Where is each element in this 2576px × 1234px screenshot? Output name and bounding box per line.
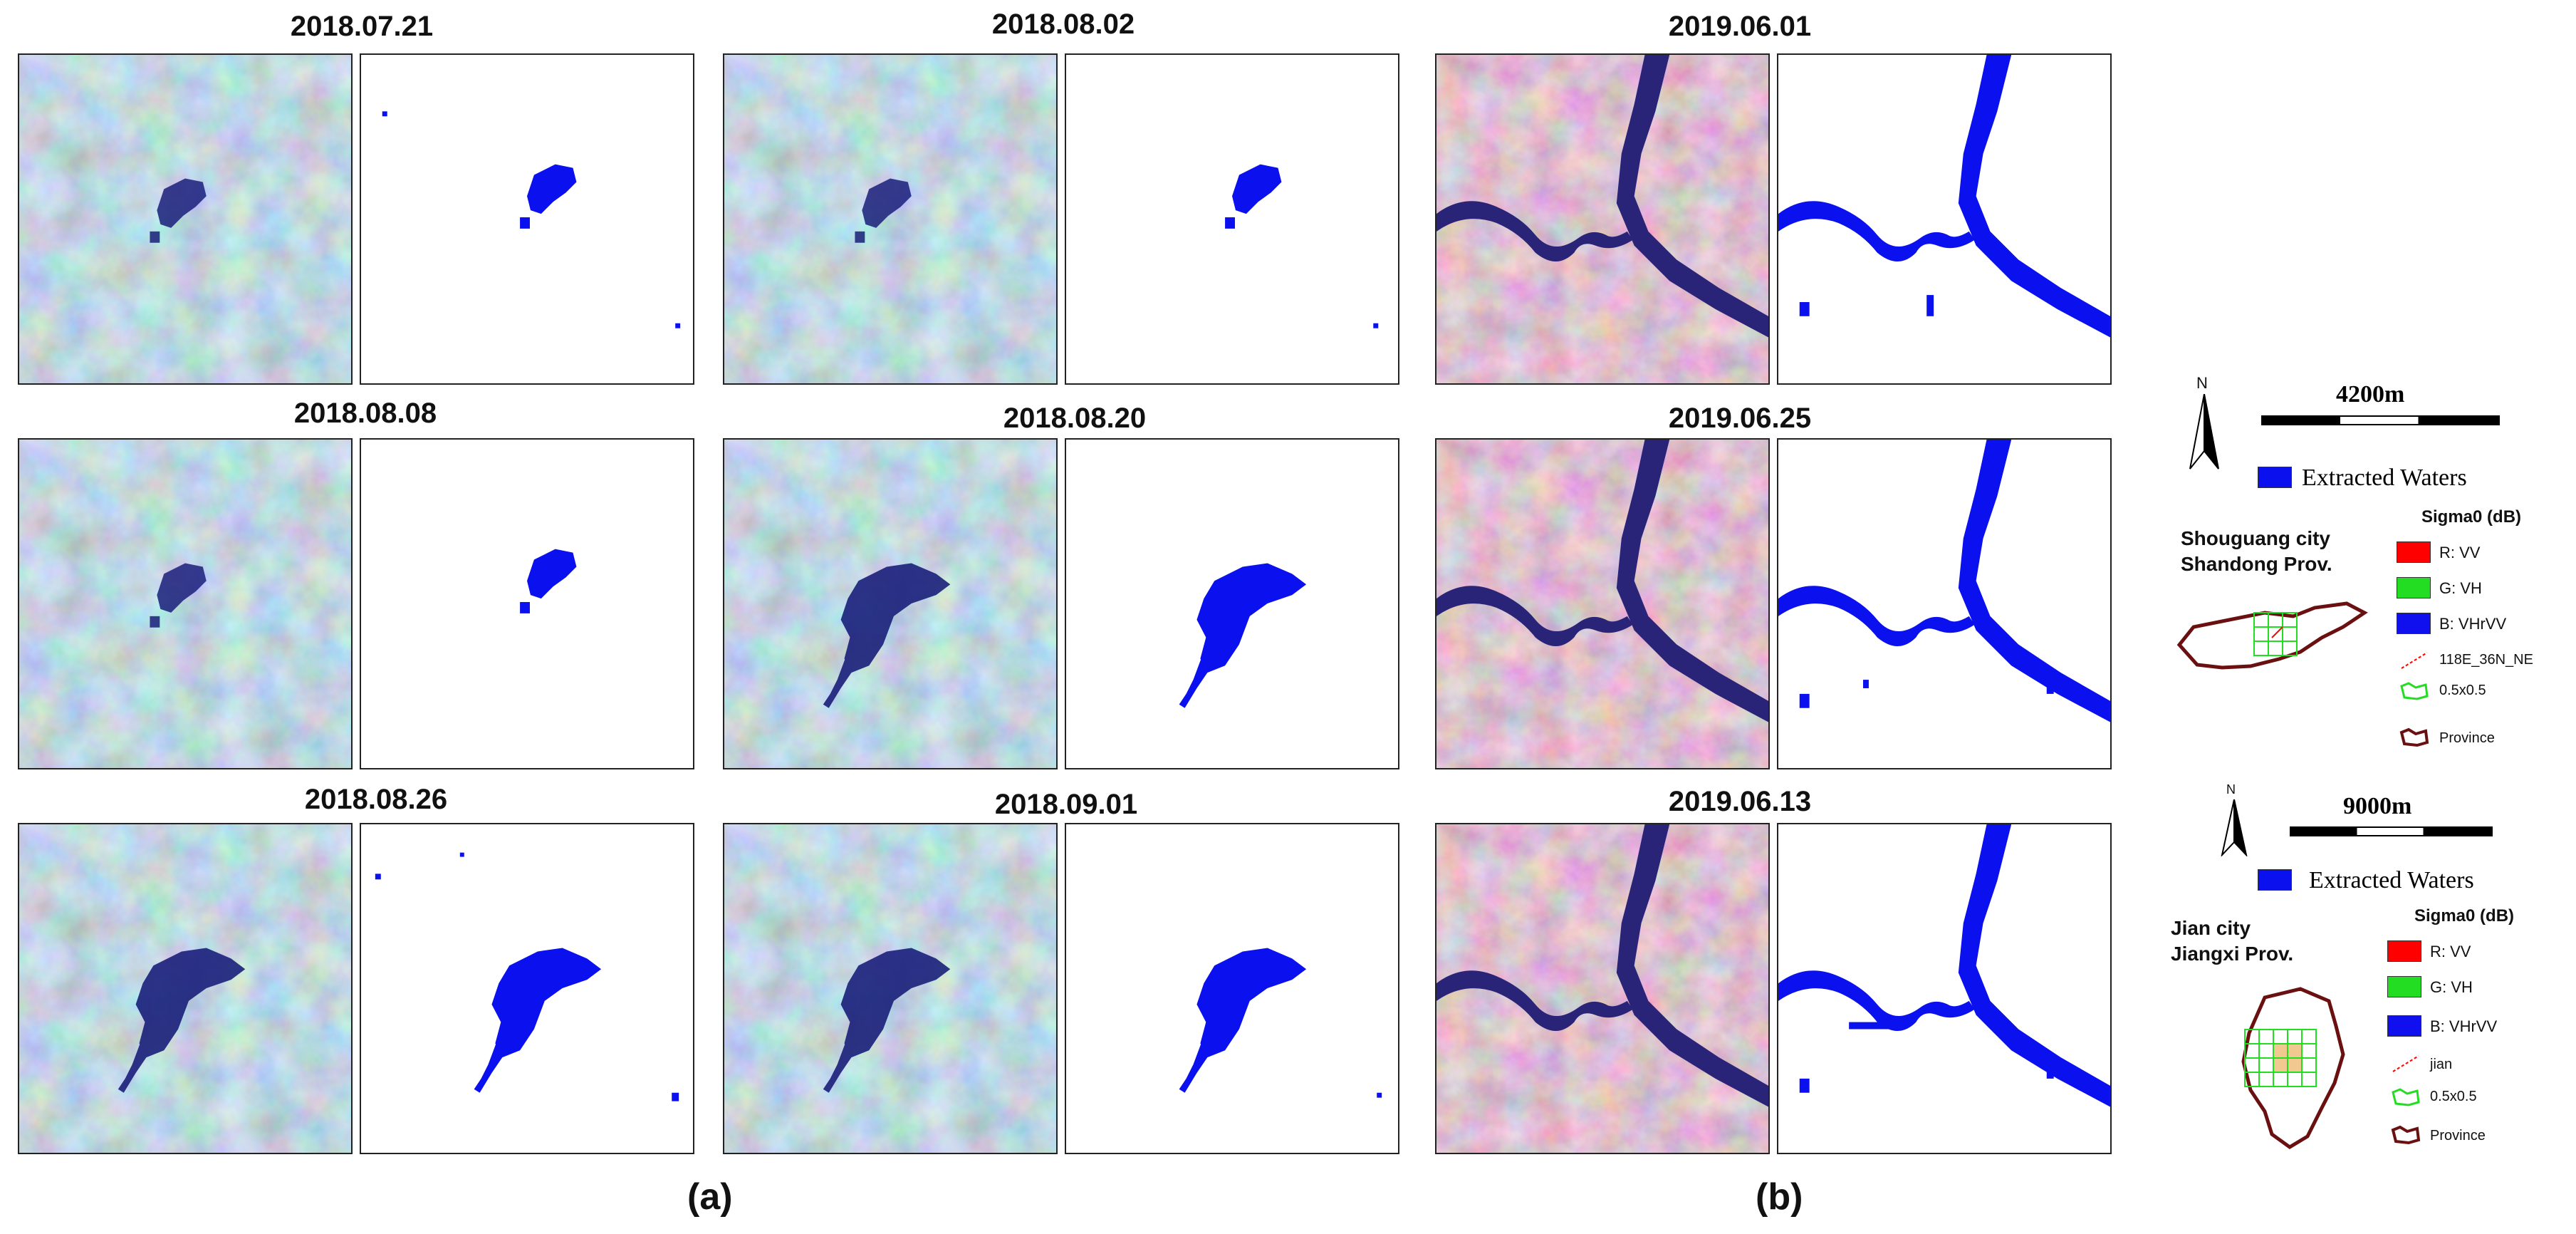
north-arrow-top: N [2186, 374, 2222, 470]
water-map-panel [1065, 823, 1399, 1154]
sar-image-panel [723, 823, 1058, 1154]
date-label-row3-a1: 2018.08.26 [304, 784, 448, 815]
province-label: Province [2430, 1128, 2486, 1144]
sar-image-panel [18, 823, 353, 1154]
province-icon [2391, 1125, 2421, 1145]
scale-label-bottom: 9000m [2343, 793, 2412, 819]
water-map-panel [360, 53, 694, 385]
tile-icon [2401, 652, 2428, 669]
g-label: G: VH [2430, 978, 2473, 996]
date-label-row2-b: 2019.06.25 [1668, 403, 1812, 434]
date-label-row2-a1: 2018.08.08 [293, 398, 437, 429]
r-swatch [2387, 940, 2421, 962]
date-label-row1-a1: 2018.07.21 [290, 11, 434, 42]
tile-label: jian [2430, 1057, 2453, 1072]
tile-label: 118E_36N_NE [2439, 652, 2533, 668]
b-label: B: VHrVV [2439, 615, 2507, 633]
b-swatch [2387, 1015, 2421, 1037]
r-swatch [2397, 541, 2431, 563]
province-label: Province [2439, 730, 2495, 746]
water-map-panel [1065, 438, 1399, 769]
date-label-row1-a2: 2018.08.02 [991, 9, 1135, 40]
sar-image-panel [723, 53, 1058, 385]
extracted-waters-label: Extracted Waters [2302, 465, 2467, 491]
g-swatch [2397, 577, 2431, 598]
north-label: N [2226, 782, 2236, 797]
sar-image-panel [18, 53, 353, 385]
sar-image-panel [723, 438, 1058, 769]
tile-icon [2392, 1055, 2419, 1072]
caption-a: (a) [687, 1176, 733, 1218]
caption-b: (b) [1756, 1176, 1803, 1218]
province-icon [2399, 727, 2429, 747]
grid-label: 0.5x0.5 [2439, 683, 2486, 698]
water-map-panel [1777, 823, 2112, 1154]
water-map-panel [1777, 438, 2112, 769]
north-arrow-bottom: N [2216, 782, 2252, 861]
scale-label-top: 4200m [2336, 381, 2405, 408]
grid-label: 0.5x0.5 [2430, 1089, 2477, 1104]
date-label-row3-b: 2019.06.13 [1668, 786, 1812, 817]
water-map-panel [360, 823, 694, 1154]
sigma-title-bottom: Sigma0 (dB) [2414, 906, 2515, 926]
sar-image-panel [1435, 438, 1770, 769]
water-map-panel [1777, 53, 2112, 385]
r-label: R: VV [2439, 544, 2481, 561]
b-label: B: VHrVV [2430, 1017, 2498, 1035]
sar-image-panel [18, 438, 353, 769]
water-map-panel [1065, 53, 1399, 385]
grid-icon [2400, 682, 2429, 700]
water-map-panel [360, 438, 694, 769]
province-map-bottom [2241, 987, 2345, 1149]
grid-icon [2392, 1088, 2420, 1106]
sar-image-panel [1435, 823, 1770, 1154]
scale-bar-top [2261, 415, 2500, 425]
g-swatch [2387, 976, 2421, 997]
date-label-row1-b: 2019.06.01 [1668, 11, 1812, 42]
scale-bar-bottom [2290, 826, 2493, 836]
extracted-waters-swatch [2258, 869, 2292, 891]
g-label: G: VH [2439, 579, 2482, 597]
extracted-waters-label: Extracted Waters [2309, 867, 2474, 893]
province-map-top [2176, 601, 2368, 670]
date-label-row2-a2: 2018.08.20 [1003, 403, 1147, 434]
north-arrow-icon [2221, 799, 2248, 856]
city-label-bottom: Jian city Jiangxi Prov. [2171, 917, 2294, 965]
r-label: R: VV [2430, 943, 2471, 960]
extracted-waters-swatch [2258, 467, 2292, 488]
city-label-top: Shouguang city Shandong Prov. [2181, 527, 2332, 575]
sigma-title-top: Sigma0 (dB) [2421, 507, 2522, 527]
north-arrow-icon [2189, 394, 2219, 470]
b-swatch [2397, 613, 2431, 634]
date-label-row3-a2: 2018.09.01 [994, 789, 1138, 820]
sar-image-panel [1435, 53, 1770, 385]
north-label: N [2196, 374, 2208, 392]
